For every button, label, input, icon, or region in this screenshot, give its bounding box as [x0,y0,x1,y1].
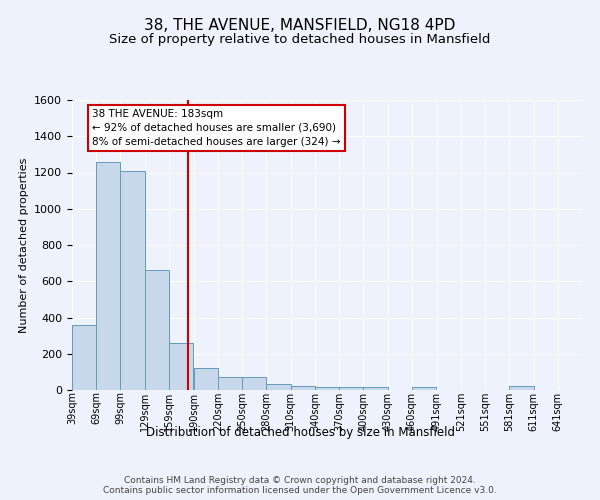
Text: Distribution of detached houses by size in Mansfield: Distribution of detached houses by size … [146,426,455,439]
Bar [169,343,193,390]
Bar [364,388,388,390]
Text: 38, THE AVENUE, MANSFIELD, NG18 4PD: 38, THE AVENUE, MANSFIELD, NG18 4PD [145,18,455,32]
Bar [96,162,121,390]
Y-axis label: Number of detached properties: Number of detached properties [19,158,29,332]
Text: Contains HM Land Registry data © Crown copyright and database right 2024.
Contai: Contains HM Land Registry data © Crown c… [103,476,497,495]
Bar [194,368,218,390]
Bar [266,384,290,390]
Bar [72,325,96,390]
Bar [339,388,364,390]
Bar [121,170,145,390]
Bar [315,388,339,390]
Bar [242,378,266,390]
Bar [290,386,315,390]
Bar [412,388,436,390]
Text: Size of property relative to detached houses in Mansfield: Size of property relative to detached ho… [109,32,491,46]
Bar [145,270,169,390]
Text: 38 THE AVENUE: 183sqm
← 92% of detached houses are smaller (3,690)
8% of semi-de: 38 THE AVENUE: 183sqm ← 92% of detached … [92,108,341,146]
Bar [509,386,533,390]
Bar [218,378,242,390]
